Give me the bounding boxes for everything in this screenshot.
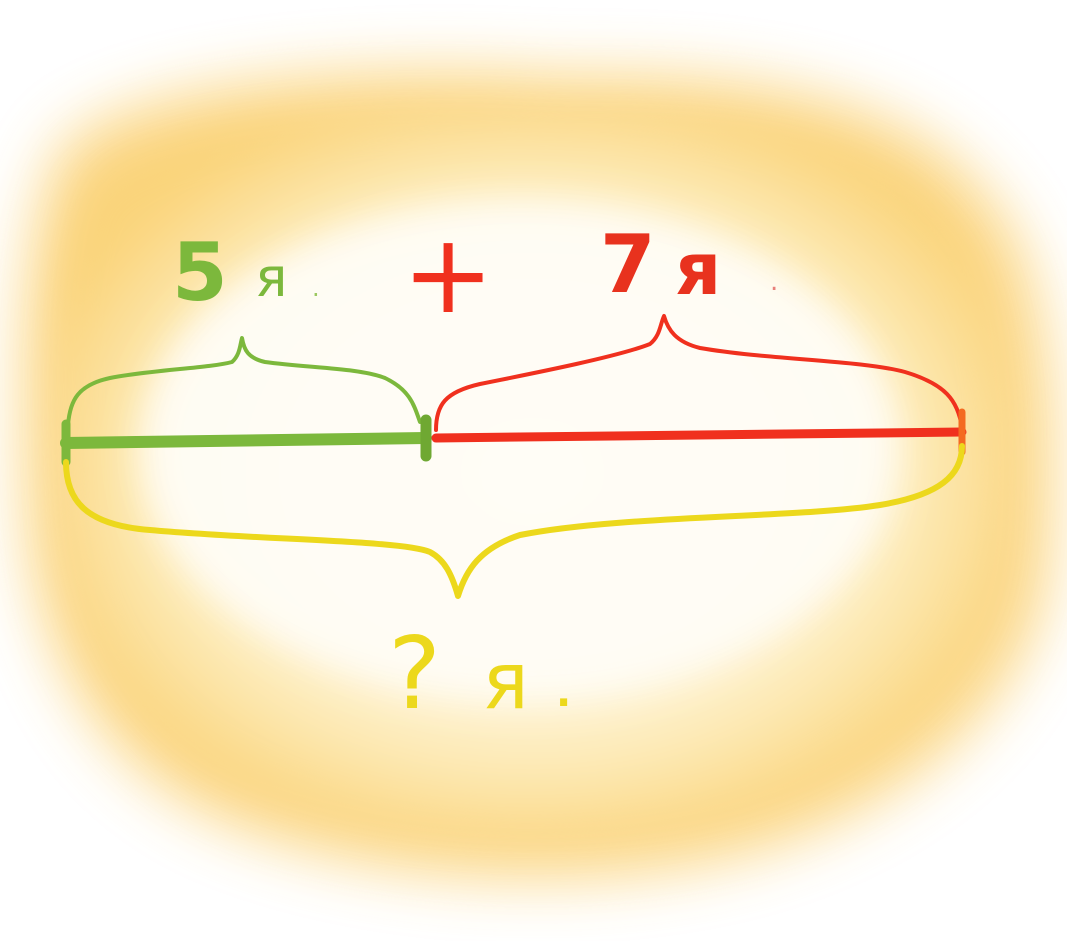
total-unit-label: я	[482, 637, 529, 727]
left-unit-label: я	[255, 246, 287, 309]
right-segment-group: 7 я .	[431, 218, 967, 456]
left-number-label: 5	[172, 226, 228, 319]
left-dot-label: .	[312, 274, 320, 302]
right-unit-label: я	[675, 227, 721, 311]
total-group: ? я .	[63, 443, 965, 732]
total-brace	[63, 443, 965, 599]
left-segment-brace	[66, 336, 422, 427]
right-dot-label: .	[770, 267, 778, 297]
right-segment-brace	[434, 314, 964, 432]
left-segment-line	[60, 432, 432, 449]
total-dot-label: .	[556, 670, 571, 716]
right-segment-line	[431, 427, 967, 443]
left-segment-group: 5 я .	[60, 226, 432, 467]
right-number-label: 7	[600, 218, 656, 311]
total-number-label: ?	[388, 615, 441, 732]
plus-sign: +	[402, 210, 494, 338]
background-glow	[22, 70, 1054, 879]
